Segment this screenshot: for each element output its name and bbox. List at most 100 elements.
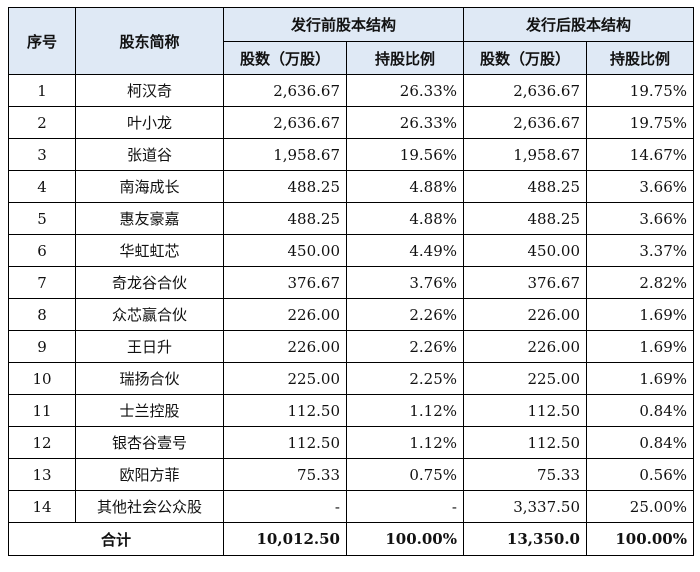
table-row: 14 其他社会公众股 - -3,337.50 25.00% — [8, 490, 694, 523]
cell-pre-shares: - — [223, 490, 347, 523]
cell-pre-ratio: 1.12% — [346, 426, 464, 459]
cell-pre-shares: 112.50 — [223, 394, 347, 427]
table-row: 9 王日升 226.00 2.26% 226.00 1.69% — [8, 330, 694, 363]
cell-seq: 12 — [8, 426, 76, 459]
cell-post-shares: 2,636.67 — [463, 74, 587, 107]
cell-post-shares: 488.25 — [463, 202, 587, 235]
cell-pre-ratio: - — [346, 490, 464, 523]
cell-name: 张道谷 — [75, 138, 224, 171]
header-post-group: 发行后股本结构 — [463, 7, 694, 42]
header-pre-group: 发行前股本结构 — [223, 7, 464, 42]
cell-pre-ratio: 19.56% — [346, 138, 464, 171]
header-name: 股东简称 — [75, 7, 224, 75]
header-post-shares: 股数（万股） — [463, 41, 587, 75]
cell-name: 其他社会公众股 — [75, 490, 224, 523]
cell-pre-ratio: 1.12% — [346, 394, 464, 427]
cell-post-ratio: 1.69% — [586, 298, 694, 331]
cell-pre-ratio: 2.26% — [346, 298, 464, 331]
cell-post-ratio: 0.56% — [586, 458, 694, 491]
cell-post-shares: 376.67 — [463, 266, 587, 299]
cell-pre-ratio: 0.75% — [346, 458, 464, 491]
cell-seq: 2 — [8, 106, 76, 139]
table-row: 13 欧阳方菲 75.33 0.75% 75.33 0.56% — [8, 458, 694, 491]
header-pre-ratio: 持股比例 — [346, 41, 464, 75]
cell-seq: 4 — [8, 170, 76, 203]
cell-pre-shares: 2,636.67 — [223, 106, 347, 139]
cell-post-shares: 488.25 — [463, 170, 587, 203]
table-row: 4 南海成长 488.25 4.88% 488.25 3.66% — [8, 170, 694, 203]
cell-seq: 7 — [8, 266, 76, 299]
cell-pre-shares: 225.00 — [223, 362, 347, 395]
cell-post-ratio: 3.66% — [586, 202, 694, 235]
table-row: 12 银杏谷壹号 112.50 1.12% 112.50 0.84% — [8, 426, 694, 459]
header-post-ratio: 持股比例 — [586, 41, 694, 75]
cell-pre-shares: 376.67 — [223, 266, 347, 299]
cell-seq: 1 — [8, 74, 76, 107]
cell-name: 华虹虹芯 — [75, 234, 224, 267]
cell-name: 众芯赢合伙 — [75, 298, 224, 331]
cell-pre-shares: 2,636.67 — [223, 74, 347, 107]
cell-post-ratio: 14.67% — [586, 138, 694, 171]
total-pre-shares: 10,012.50 — [223, 522, 347, 556]
header-pre-shares: 股数（万股） — [223, 41, 347, 75]
cell-name: 银杏谷壹号 — [75, 426, 224, 459]
table-body: 1 柯汉奇 2,636.67 26.33% 2,636.67 19.75% 2 叶小龙 2,6… — [8, 74, 694, 556]
cell-name: 奇龙谷合伙 — [75, 266, 224, 299]
table-row: 11 士兰控股 112.50 1.12% 112.50 0.84% — [8, 394, 694, 427]
cell-pre-shares: 226.00 — [223, 298, 347, 331]
total-pre-ratio: 100.00% — [346, 522, 464, 556]
table-row: 8 众芯赢合伙 226.00 2.26% 226.00 1.69% — [8, 298, 694, 331]
cell-pre-shares: 112.50 — [223, 426, 347, 459]
table-row: 5 惠友豪嘉 488.25 4.88% 488.25 3.66% — [8, 202, 694, 235]
total-label: 合计 — [8, 522, 224, 556]
table-header: 序号 股东简称 发行前股本结构 发行后股本结构 股数（万股） 持股比例 股数（万… — [8, 7, 694, 75]
cell-post-ratio: 19.75% — [586, 74, 694, 107]
cell-pre-shares: 226.00 — [223, 330, 347, 363]
total-post-ratio: 100.00% — [586, 522, 694, 556]
cell-pre-shares: 1,958.67 — [223, 138, 347, 171]
cell-post-shares: 2,636.67 — [463, 106, 587, 139]
cell-post-shares: 112.50 — [463, 394, 587, 427]
cell-pre-ratio: 4.88% — [346, 170, 464, 203]
cell-post-ratio: 3.37% — [586, 234, 694, 267]
cell-name: 瑞扬合伙 — [75, 362, 224, 395]
cell-post-ratio: 19.75% — [586, 106, 694, 139]
cell-name: 士兰控股 — [75, 394, 224, 427]
table-row: 2 叶小龙 2,636.67 26.33% 2,636.67 19.75% — [8, 106, 694, 139]
cell-pre-ratio: 2.25% — [346, 362, 464, 395]
cell-name: 叶小龙 — [75, 106, 224, 139]
cell-seq: 10 — [8, 362, 76, 395]
table-row: 6 华虹虹芯 450.00 4.49% 450.00 3.37% — [8, 234, 694, 267]
cell-post-shares: 225.00 — [463, 362, 587, 395]
cell-pre-ratio: 3.76% — [346, 266, 464, 299]
cell-post-shares: 112.50 — [463, 426, 587, 459]
cell-pre-shares: 75.33 — [223, 458, 347, 491]
cell-pre-shares: 450.00 — [223, 234, 347, 267]
cell-post-ratio: 25.00% — [586, 490, 694, 523]
total-post-shares: 13,350.0 — [463, 522, 587, 556]
cell-post-ratio: 2.82% — [586, 266, 694, 299]
cell-post-shares: 450.00 — [463, 234, 587, 267]
table-row: 7 奇龙谷合伙 376.67 3.76% 376.67 2.82% — [8, 266, 694, 299]
cell-seq: 13 — [8, 458, 76, 491]
cell-post-shares: 226.00 — [463, 298, 587, 331]
cell-name: 王日升 — [75, 330, 224, 363]
cell-pre-shares: 488.25 — [223, 202, 347, 235]
cell-pre-shares: 488.25 — [223, 170, 347, 203]
cell-pre-ratio: 26.33% — [346, 74, 464, 107]
cell-name: 南海成长 — [75, 170, 224, 203]
table-row: 1 柯汉奇 2,636.67 26.33% 2,636.67 19.75% — [8, 74, 694, 107]
cell-seq: 9 — [8, 330, 76, 363]
cell-seq: 3 — [8, 138, 76, 171]
cell-pre-ratio: 4.49% — [346, 234, 464, 267]
cell-name: 欧阳方菲 — [75, 458, 224, 491]
cell-post-shares: 3,337.50 — [463, 490, 587, 523]
cell-post-ratio: 1.69% — [586, 362, 694, 395]
cell-post-ratio: 0.84% — [586, 426, 694, 459]
cell-seq: 8 — [8, 298, 76, 331]
cell-post-shares: 1,958.67 — [463, 138, 587, 171]
cell-post-shares: 226.00 — [463, 330, 587, 363]
cell-seq: 11 — [8, 394, 76, 427]
cell-seq: 6 — [8, 234, 76, 267]
cell-pre-ratio: 2.26% — [346, 330, 464, 363]
